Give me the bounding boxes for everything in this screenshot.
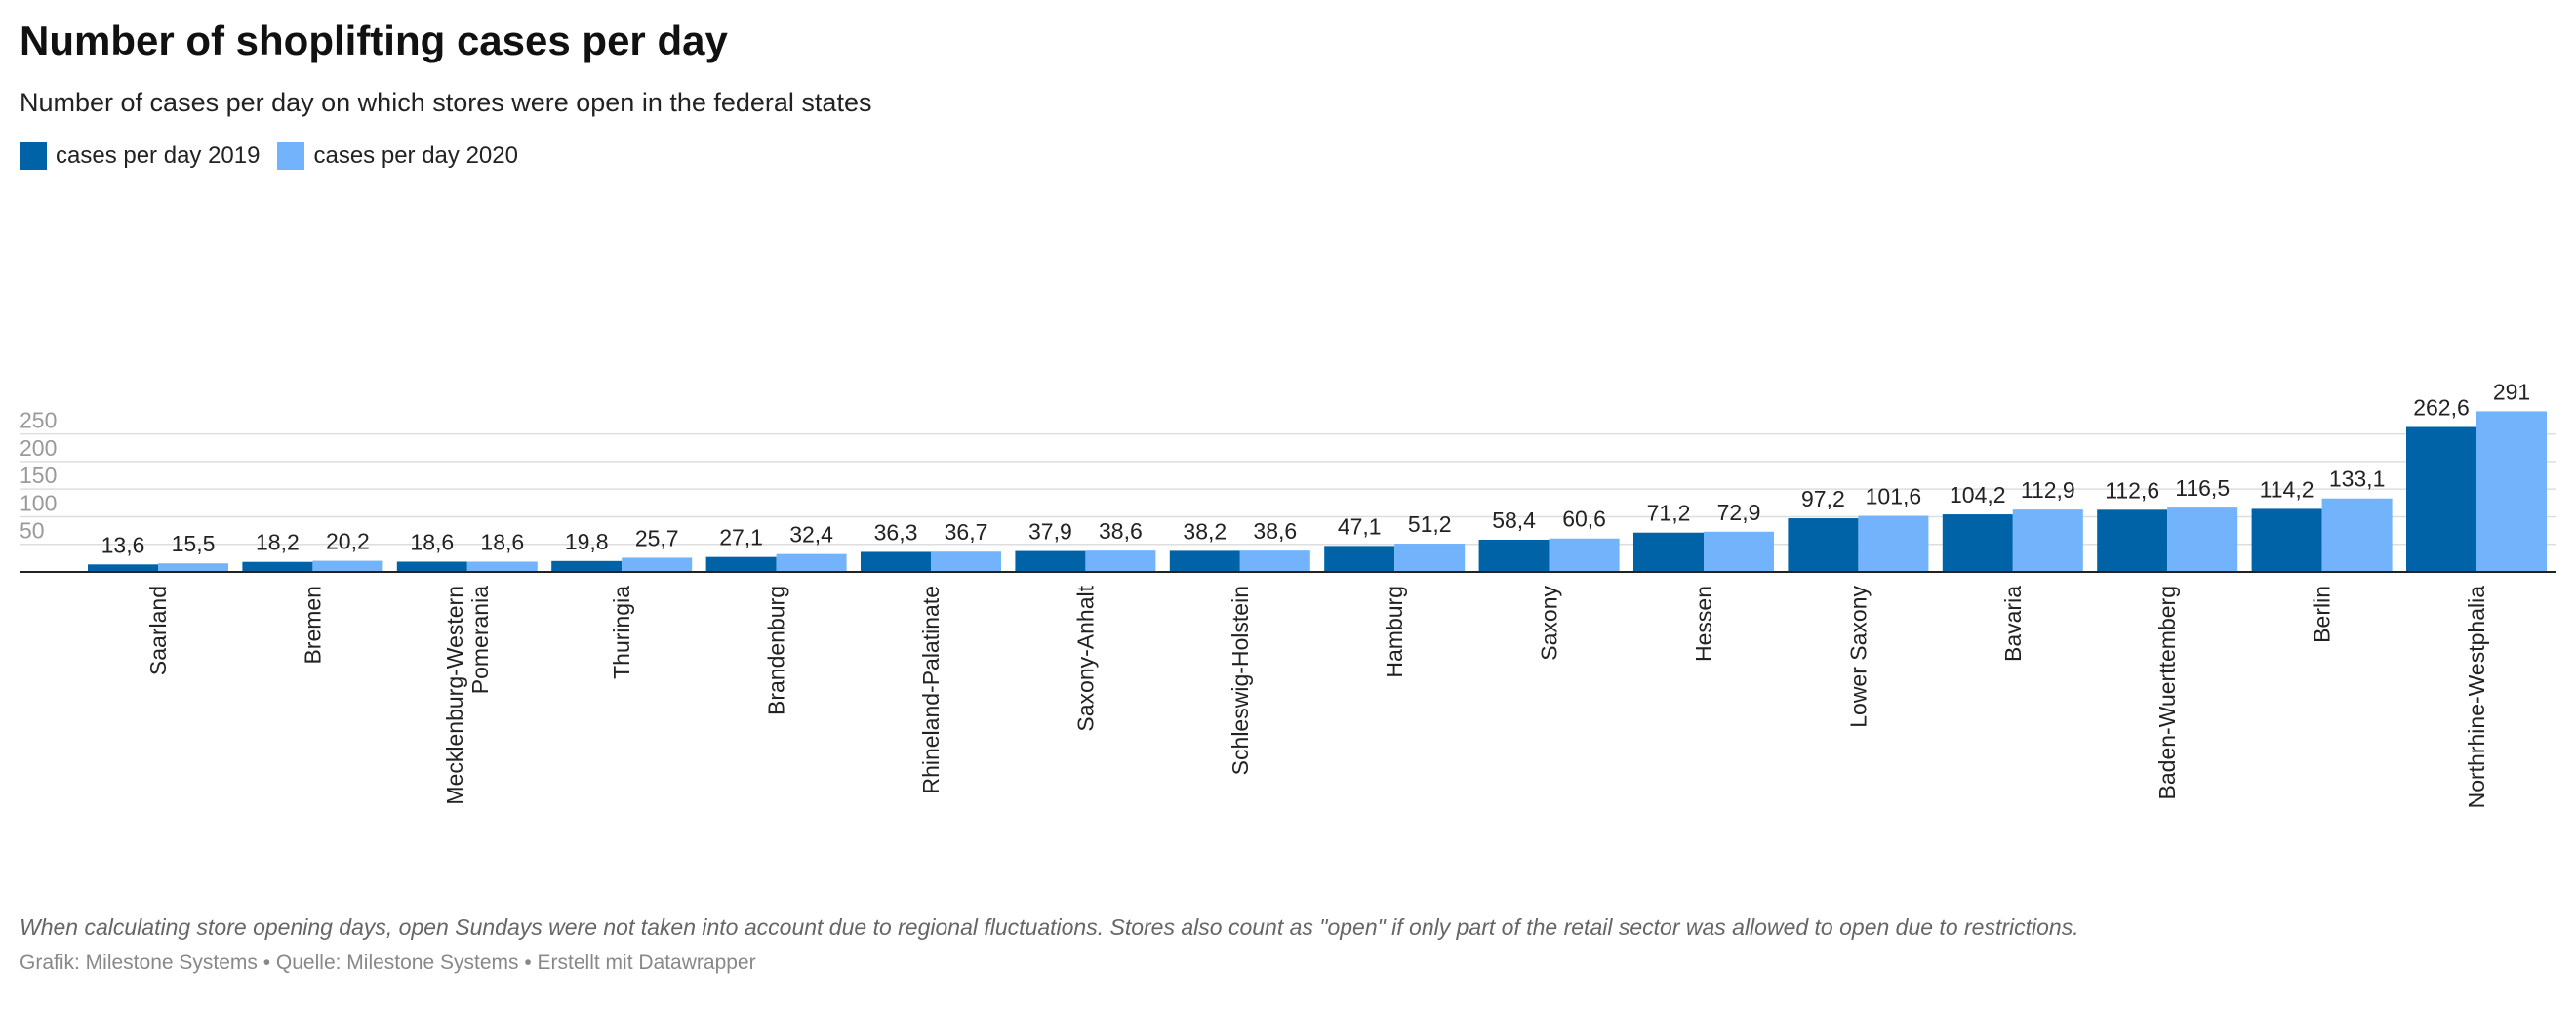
x-tick-label: Baden-Wuerttemberg — [2154, 586, 2180, 799]
x-tick-label: Saxony-Anhalt — [1072, 585, 1098, 731]
y-tick-label: 100 — [20, 490, 57, 515]
data-label: 38,2 — [1183, 518, 1227, 544]
bar-2019 — [88, 564, 158, 572]
chart-subtitle: Number of cases per day on which stores … — [20, 88, 872, 117]
bar-2020 — [2476, 411, 2547, 572]
data-label: 25,7 — [635, 525, 679, 550]
bar-2019 — [1324, 546, 1395, 572]
chart-footer: Grafik: Milestone Systems • Quelle: Mile… — [20, 952, 756, 974]
chart-title: Number of shoplifting cases per day — [20, 18, 728, 63]
x-tick-label: Hessen — [1691, 586, 1716, 662]
legend-swatch-2019 — [20, 142, 47, 170]
x-tick-label: Bremen — [300, 586, 325, 665]
data-label: 114,2 — [2260, 476, 2314, 502]
bar-2020 — [1394, 544, 1466, 572]
data-label: 36,3 — [874, 519, 918, 545]
bar-2019 — [2251, 508, 2322, 572]
legend-label-2019: cases per day 2019 — [56, 142, 261, 169]
data-label: 51,2 — [1408, 511, 1452, 537]
data-label: 38,6 — [1253, 518, 1297, 544]
data-label: 37,9 — [1028, 519, 1072, 545]
chart-notes: When calculating store opening days, ope… — [20, 914, 2079, 940]
bar-2020 — [1704, 531, 1774, 572]
data-label: 58,4 — [1492, 508, 1536, 533]
bar-2020 — [312, 560, 383, 572]
legend-label-2020: cases per day 2020 — [313, 142, 518, 169]
data-label: 32,4 — [789, 522, 833, 548]
bar-2019 — [1942, 514, 2013, 572]
data-label: 13,6 — [101, 532, 145, 557]
y-tick-label: 150 — [20, 463, 57, 488]
data-label: 18,2 — [256, 530, 300, 555]
bar-2019 — [396, 561, 467, 572]
data-label: 116,5 — [2175, 475, 2230, 501]
data-label: 71,2 — [1647, 501, 1691, 526]
bar-2019 — [1015, 550, 1086, 572]
bar-2020 — [931, 551, 1001, 572]
x-tick-label: Berlin — [2310, 586, 2335, 643]
x-tick-label: Schleswig-Holstein — [1228, 586, 1253, 775]
bar-2020 — [2167, 508, 2238, 572]
legend-item-2020: cases per day 2020 — [277, 142, 518, 170]
chart-legend: cases per day 2019 cases per day 2020 — [20, 142, 536, 170]
x-tick-label: Lower Saxony — [1845, 586, 1871, 728]
bar-2019 — [705, 556, 777, 572]
bar-2019 — [861, 551, 931, 572]
bar-2020 — [1239, 550, 1310, 572]
data-label: 18,6 — [410, 529, 454, 554]
x-tick-label: Northrhine-Westphalia — [2464, 586, 2489, 809]
x-tick-label: Pomerania — [467, 586, 493, 694]
x-tick-label: Brandenburg — [764, 586, 789, 715]
data-label: 72,9 — [1717, 500, 1761, 525]
y-tick-label: 50 — [20, 518, 45, 544]
bar-2020 — [776, 553, 847, 572]
data-label: 291 — [2493, 379, 2530, 404]
data-label: 20,2 — [326, 529, 370, 554]
x-tick-label: Thuringia — [609, 586, 634, 679]
data-label: 15,5 — [172, 531, 216, 556]
data-label: 38,6 — [1099, 518, 1143, 544]
bar-2020 — [1085, 550, 1156, 572]
x-tick-label: Rhineland-Palatinate — [918, 586, 944, 794]
bar-2019 — [1788, 518, 1859, 572]
legend-swatch-2020 — [277, 142, 305, 170]
bar-2019 — [2097, 509, 2168, 572]
x-tick-label: Bavaria — [2000, 586, 2026, 662]
x-tick-label: Mecklenburg-Western — [442, 586, 467, 805]
bar-2020 — [1549, 538, 1620, 572]
data-label: 101,6 — [1866, 484, 1922, 509]
bar-2019 — [242, 561, 313, 572]
bar-2019 — [551, 560, 623, 572]
data-label: 133,1 — [2329, 467, 2386, 492]
bar-2020 — [2321, 498, 2393, 572]
legend-item-2019: cases per day 2019 — [20, 142, 260, 170]
data-label: 112,9 — [2021, 477, 2075, 503]
bar-2020 — [158, 563, 228, 572]
data-label: 19,8 — [565, 529, 609, 554]
bar-2019 — [2406, 426, 2476, 572]
x-tick-label: Saxony — [1537, 586, 1562, 661]
bar-2019 — [1169, 550, 1240, 572]
bar-2020 — [1858, 515, 1929, 572]
bar-2020 — [622, 557, 693, 572]
data-label: 60,6 — [1562, 507, 1606, 532]
data-label: 27,1 — [719, 525, 763, 550]
x-tick-label: Saarland — [145, 586, 171, 675]
x-tick-label: Hamburg — [1382, 586, 1407, 678]
bar-2020 — [2012, 509, 2083, 572]
data-label: 36,7 — [945, 519, 988, 545]
data-label: 112,6 — [2105, 477, 2159, 503]
bar-2019 — [1633, 532, 1704, 572]
y-tick-label: 200 — [20, 435, 57, 461]
data-label: 104,2 — [1950, 482, 2006, 508]
data-label: 262,6 — [2413, 394, 2470, 420]
bar-2019 — [1478, 539, 1550, 572]
data-label: 18,6 — [480, 529, 524, 554]
data-label: 97,2 — [1801, 486, 1845, 511]
data-label: 47,1 — [1338, 513, 1382, 539]
y-tick-label: 250 — [20, 408, 57, 433]
bar-2020 — [466, 561, 538, 572]
